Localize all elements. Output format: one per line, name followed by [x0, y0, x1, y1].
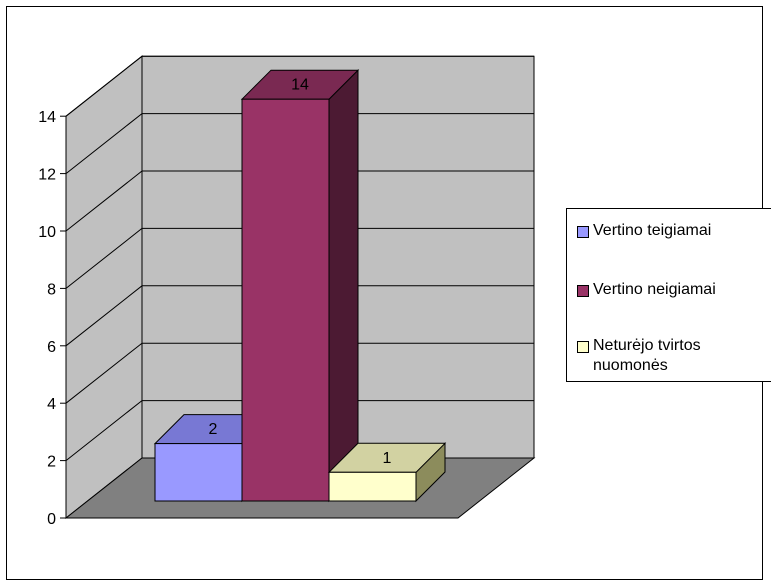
- y-tick-label: 0: [47, 511, 56, 528]
- bar: [240, 68, 360, 503]
- gridline: [65, 55, 534, 117]
- y-tick-label: 10: [38, 224, 56, 241]
- gridline: [65, 285, 534, 347]
- gridline: [65, 342, 534, 404]
- legend-item: Vertino neigiamai: [577, 280, 716, 300]
- legend-label: Vertino teigiamai: [593, 222, 712, 239]
- legend: Vertino teigiamai Vertino neigiamai Netu…: [566, 208, 771, 382]
- y-tick-label: 6: [47, 339, 56, 356]
- side-wall: [65, 55, 143, 520]
- y-tick-label: 14: [38, 109, 56, 126]
- y-tick-label: 12: [38, 167, 56, 184]
- gridline: [65, 170, 534, 232]
- data-label: 2: [209, 421, 218, 438]
- bar: [327, 442, 447, 503]
- bar-front: [328, 471, 417, 502]
- legend-swatch: [577, 341, 589, 353]
- gridline: [65, 400, 534, 461]
- legend-swatch: [577, 285, 589, 297]
- legend-label: Vertino neigiamai: [593, 281, 716, 298]
- bar-front: [241, 98, 330, 502]
- gridline: [65, 227, 534, 289]
- legend-swatch: [577, 226, 589, 238]
- gridline: [65, 113, 534, 174]
- bar-side: [328, 68, 359, 503]
- y-tick-label: 2: [47, 454, 56, 471]
- y-tick-label: 8: [47, 281, 56, 298]
- y-tick-label: 4: [47, 396, 56, 413]
- data-label: 14: [291, 77, 309, 94]
- legend-item: Vertino teigiamai: [577, 221, 711, 241]
- data-label: 1: [383, 450, 392, 467]
- bar-front: [154, 443, 243, 502]
- legend-item: Neturėjo tvirtos nuomonės: [577, 336, 757, 376]
- legend-label: Neturėjo tvirtos nuomonės: [593, 337, 701, 374]
